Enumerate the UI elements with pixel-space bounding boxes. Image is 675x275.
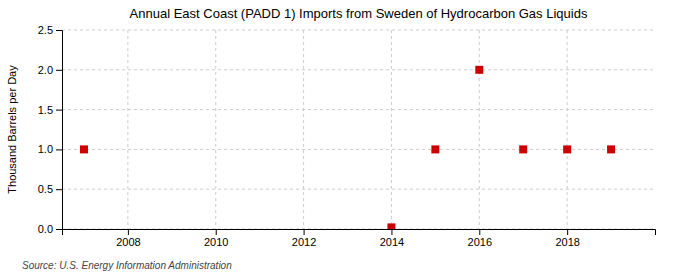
square-marker: [563, 145, 571, 153]
chart: 2008 2010 2012 2014 2016 2018 0.0 0.5 1.0 1.5 2.0 2…: [0, 0, 675, 275]
grid-line: [62, 109, 655, 110]
tick: 2010: [204, 229, 228, 248]
tick-mark: [56, 149, 62, 150]
tick-label: 1.5: [38, 104, 53, 116]
grid-line: [391, 30, 392, 229]
tick-mark: [216, 229, 217, 235]
square-marker: [80, 145, 88, 153]
grid: [62, 30, 655, 229]
tick: 0.0: [38, 223, 62, 235]
tick: 0.5: [38, 183, 62, 195]
tick: 1.5: [38, 104, 62, 116]
tick-mark: [304, 229, 305, 235]
y-axis-title: Thousand Barrels per Day: [6, 65, 18, 194]
plot: 2008 2010 2012 2014 2016 2018 0.0 0.5 1.0 1.5 2.0 2…: [38, 24, 656, 248]
tick: 2018: [555, 229, 579, 248]
square-marker: [475, 66, 483, 74]
tick-mark: [56, 70, 62, 71]
tick-label: 2016: [468, 236, 492, 248]
tick-label: 1.0: [38, 143, 53, 155]
grid-line: [62, 69, 655, 70]
grid-line: [567, 30, 568, 229]
grid-line: [303, 30, 304, 229]
square-marker: [607, 145, 615, 153]
x-axis: 2008 2010 2012 2014 2016 2018: [63, 229, 656, 248]
tick: 2008: [116, 229, 140, 248]
tick-label: 2010: [204, 236, 228, 248]
tick: 2012: [292, 229, 316, 248]
source: Source: U.S. Energy Information Administ…: [22, 260, 232, 271]
y-axis: 0.0 0.5 1.0 1.5 2.0 2.5: [38, 24, 63, 235]
tick: 1.0: [38, 143, 62, 155]
tick: 2.5: [38, 24, 62, 36]
tick: 2016: [468, 229, 492, 248]
tick-label: 2008: [116, 236, 140, 248]
tick-label: 0.0: [38, 223, 53, 235]
tick-label: 2014: [380, 236, 404, 248]
square-marker: [519, 145, 527, 153]
tick-mark: [128, 229, 129, 235]
grid-line: [62, 189, 655, 190]
title: Annual East Coast (PADD 1) Imports from …: [130, 6, 588, 21]
tick-mark: [479, 229, 480, 235]
grid-line: [479, 30, 480, 229]
tick: 2.0: [38, 64, 62, 76]
grid-line: [215, 30, 216, 229]
tick-mark: [56, 30, 62, 31]
points: [80, 66, 615, 229]
square-marker: [431, 145, 439, 153]
tick: 2014: [380, 229, 404, 248]
tick-label: 2.5: [38, 24, 53, 36]
tick-mark: [56, 189, 62, 190]
square-marker: [387, 223, 395, 229]
tick-label: 0.5: [38, 183, 53, 195]
tick-mark: [391, 229, 392, 235]
tick-mark: [56, 229, 62, 230]
grid-line: [62, 30, 655, 31]
tick-mark: [56, 110, 62, 111]
x-axis-line: [63, 230, 656, 236]
y-axis-line: [56, 31, 63, 230]
tick-label: 2012: [292, 236, 316, 248]
tick-label: 2018: [555, 236, 579, 248]
tick-label: 2.0: [38, 64, 53, 76]
tick-mark: [567, 229, 568, 235]
grid-line: [127, 30, 128, 229]
